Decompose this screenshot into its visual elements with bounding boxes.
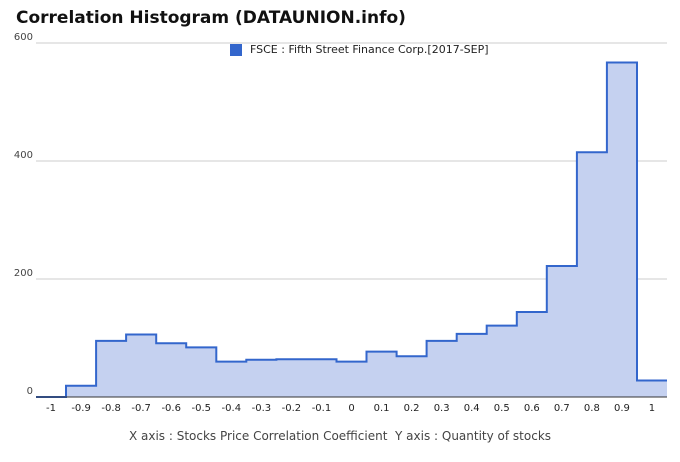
histogram-bin[interactable]	[457, 334, 487, 397]
histogram-bin[interactable]	[186, 347, 216, 397]
histogram-bin[interactable]	[367, 352, 397, 397]
y-tick-label: 200	[14, 268, 33, 279]
histogram-bin[interactable]	[547, 266, 577, 397]
series-area	[36, 62, 667, 397]
x-axis-ticks: -1 -0.9 -0.8 -0.7 -0.6 -0.5 -0.4 -0.3 -0.2 -0.1 0 0…	[46, 403, 655, 414]
histogram-bin[interactable]	[306, 359, 336, 397]
histogram-bin[interactable]	[577, 152, 607, 397]
histogram-bin[interactable]	[607, 62, 637, 397]
histogram-bin[interactable]	[96, 341, 126, 397]
axis-caption: X axis : Stocks Price Correlation Coeffi…	[128, 429, 552, 443]
y-tick-label: 0	[27, 386, 33, 397]
x-tick-label: 0.8	[584, 403, 600, 414]
x-tick-label: -0.4	[222, 403, 242, 414]
legend-swatch	[230, 43, 242, 56]
x-tick-label: 0.9	[614, 403, 630, 414]
series-layer	[36, 61, 667, 398]
x-tick-label: 0	[348, 403, 354, 414]
y-tick-label: 400	[14, 150, 33, 161]
x-tick-label: -0.2	[282, 403, 302, 414]
chart-title: Correlation Histogram (DATAUNION.info)	[16, 8, 406, 28]
histogram-bin[interactable]	[276, 359, 306, 397]
x-tick-label: 0.6	[524, 403, 540, 414]
series-line[interactable]	[36, 61, 667, 398]
x-tick-label: -0.3	[252, 403, 272, 414]
x-tick-label: -0.5	[192, 403, 212, 414]
x-tick-label: 0.2	[404, 403, 420, 414]
histogram-bin[interactable]	[487, 326, 517, 397]
histogram-bin[interactable]	[397, 356, 427, 397]
x-tick-label: 0.3	[434, 403, 450, 414]
histogram-bin[interactable]	[126, 334, 156, 397]
gridlines	[36, 42, 667, 280]
x-tick-label: 0.4	[464, 403, 480, 414]
x-tick-label: -0.7	[131, 403, 151, 414]
histogram-bin[interactable]	[427, 341, 457, 397]
legend-label: FSCE : Fifth Street Finance Corp.[2017-S…	[250, 43, 489, 56]
histogram-bin[interactable]	[637, 380, 667, 397]
histogram-bin[interactable]	[246, 360, 276, 397]
y-axis-ticks: 0 200 400 600	[14, 32, 33, 397]
histogram-bin[interactable]	[216, 362, 246, 397]
y-tick-label: 600	[14, 32, 33, 43]
histogram-bin[interactable]	[66, 386, 96, 397]
histogram-bin[interactable]	[336, 362, 366, 397]
x-tick-label: 1	[649, 403, 655, 414]
x-tick-label: 0.5	[494, 403, 510, 414]
x-tick-label: 0.7	[554, 403, 570, 414]
x-tick-label: -0.1	[312, 403, 332, 414]
x-tick-label: -0.6	[161, 403, 181, 414]
legend[interactable]: FSCE : Fifth Street Finance Corp.[2017-S…	[230, 43, 489, 56]
x-tick-label: -0.8	[101, 403, 121, 414]
x-tick-label: -0.9	[71, 403, 91, 414]
x-tick-label: 0.1	[374, 403, 390, 414]
histogram-bin[interactable]	[156, 343, 186, 397]
x-tick-label: -1	[46, 403, 56, 414]
histogram-bin[interactable]	[517, 312, 547, 397]
